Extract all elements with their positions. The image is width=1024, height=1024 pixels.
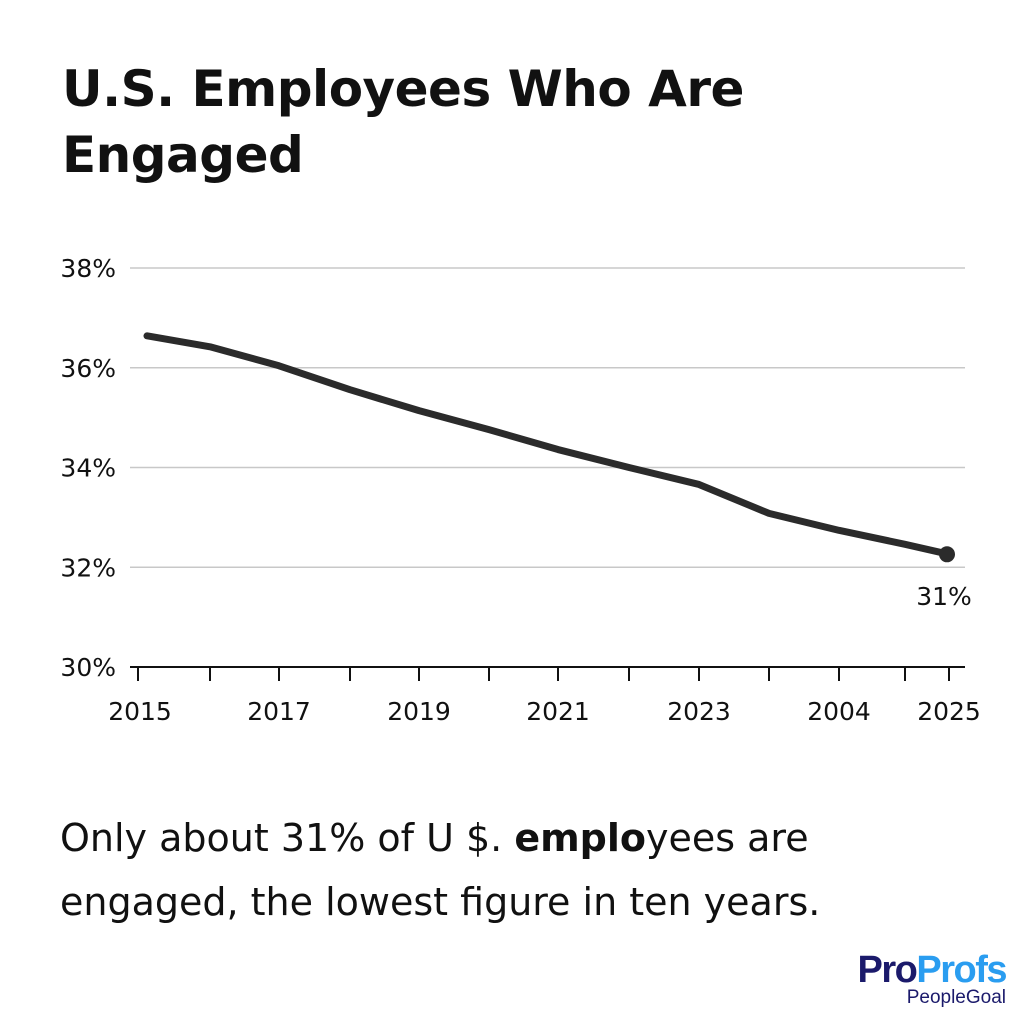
series-line <box>143 332 953 558</box>
chart-title: U.S. Employees Who Are Engaged <box>62 60 744 184</box>
y-tick-label: 36% <box>60 354 116 383</box>
y-tick-label: 32% <box>60 553 116 582</box>
caption-text-2: yees are engaged, the lowest figure in t… <box>60 816 821 924</box>
end-marker <box>939 546 955 563</box>
line-chart: 30% 32% 34% 36% 38% 2015 2017 2019 2021 2023 2004 2… <box>60 254 981 726</box>
logo-pro: Pro <box>857 949 918 991</box>
y-tick-label: 30% <box>60 653 116 682</box>
x-tick-label: 2019 <box>387 697 451 726</box>
end-data-label: 31% <box>916 582 972 611</box>
y-tick-label: 38% <box>60 254 116 283</box>
x-tick-label: 2004 <box>807 697 871 726</box>
x-tick-label: 2021 <box>526 697 590 726</box>
y-tick-label: 34% <box>60 454 116 483</box>
x-tick-label: 2017 <box>247 697 311 726</box>
caption-bold-text: emplo <box>514 816 647 860</box>
caption-text-1: Only about 31% of U $. <box>60 816 515 860</box>
caption: Only about 31% of U $. employees are eng… <box>60 806 960 934</box>
x-tick-label: 2015 <box>108 697 172 726</box>
logo-sub: PeopleGoal <box>906 987 1006 1008</box>
x-tick-label: 2025 <box>917 697 981 726</box>
x-tick-label: 2023 <box>667 697 731 726</box>
proprofs-logo: ProProfs PeopleGoal <box>857 949 1008 1008</box>
logo-profs: Profs <box>916 949 1007 991</box>
